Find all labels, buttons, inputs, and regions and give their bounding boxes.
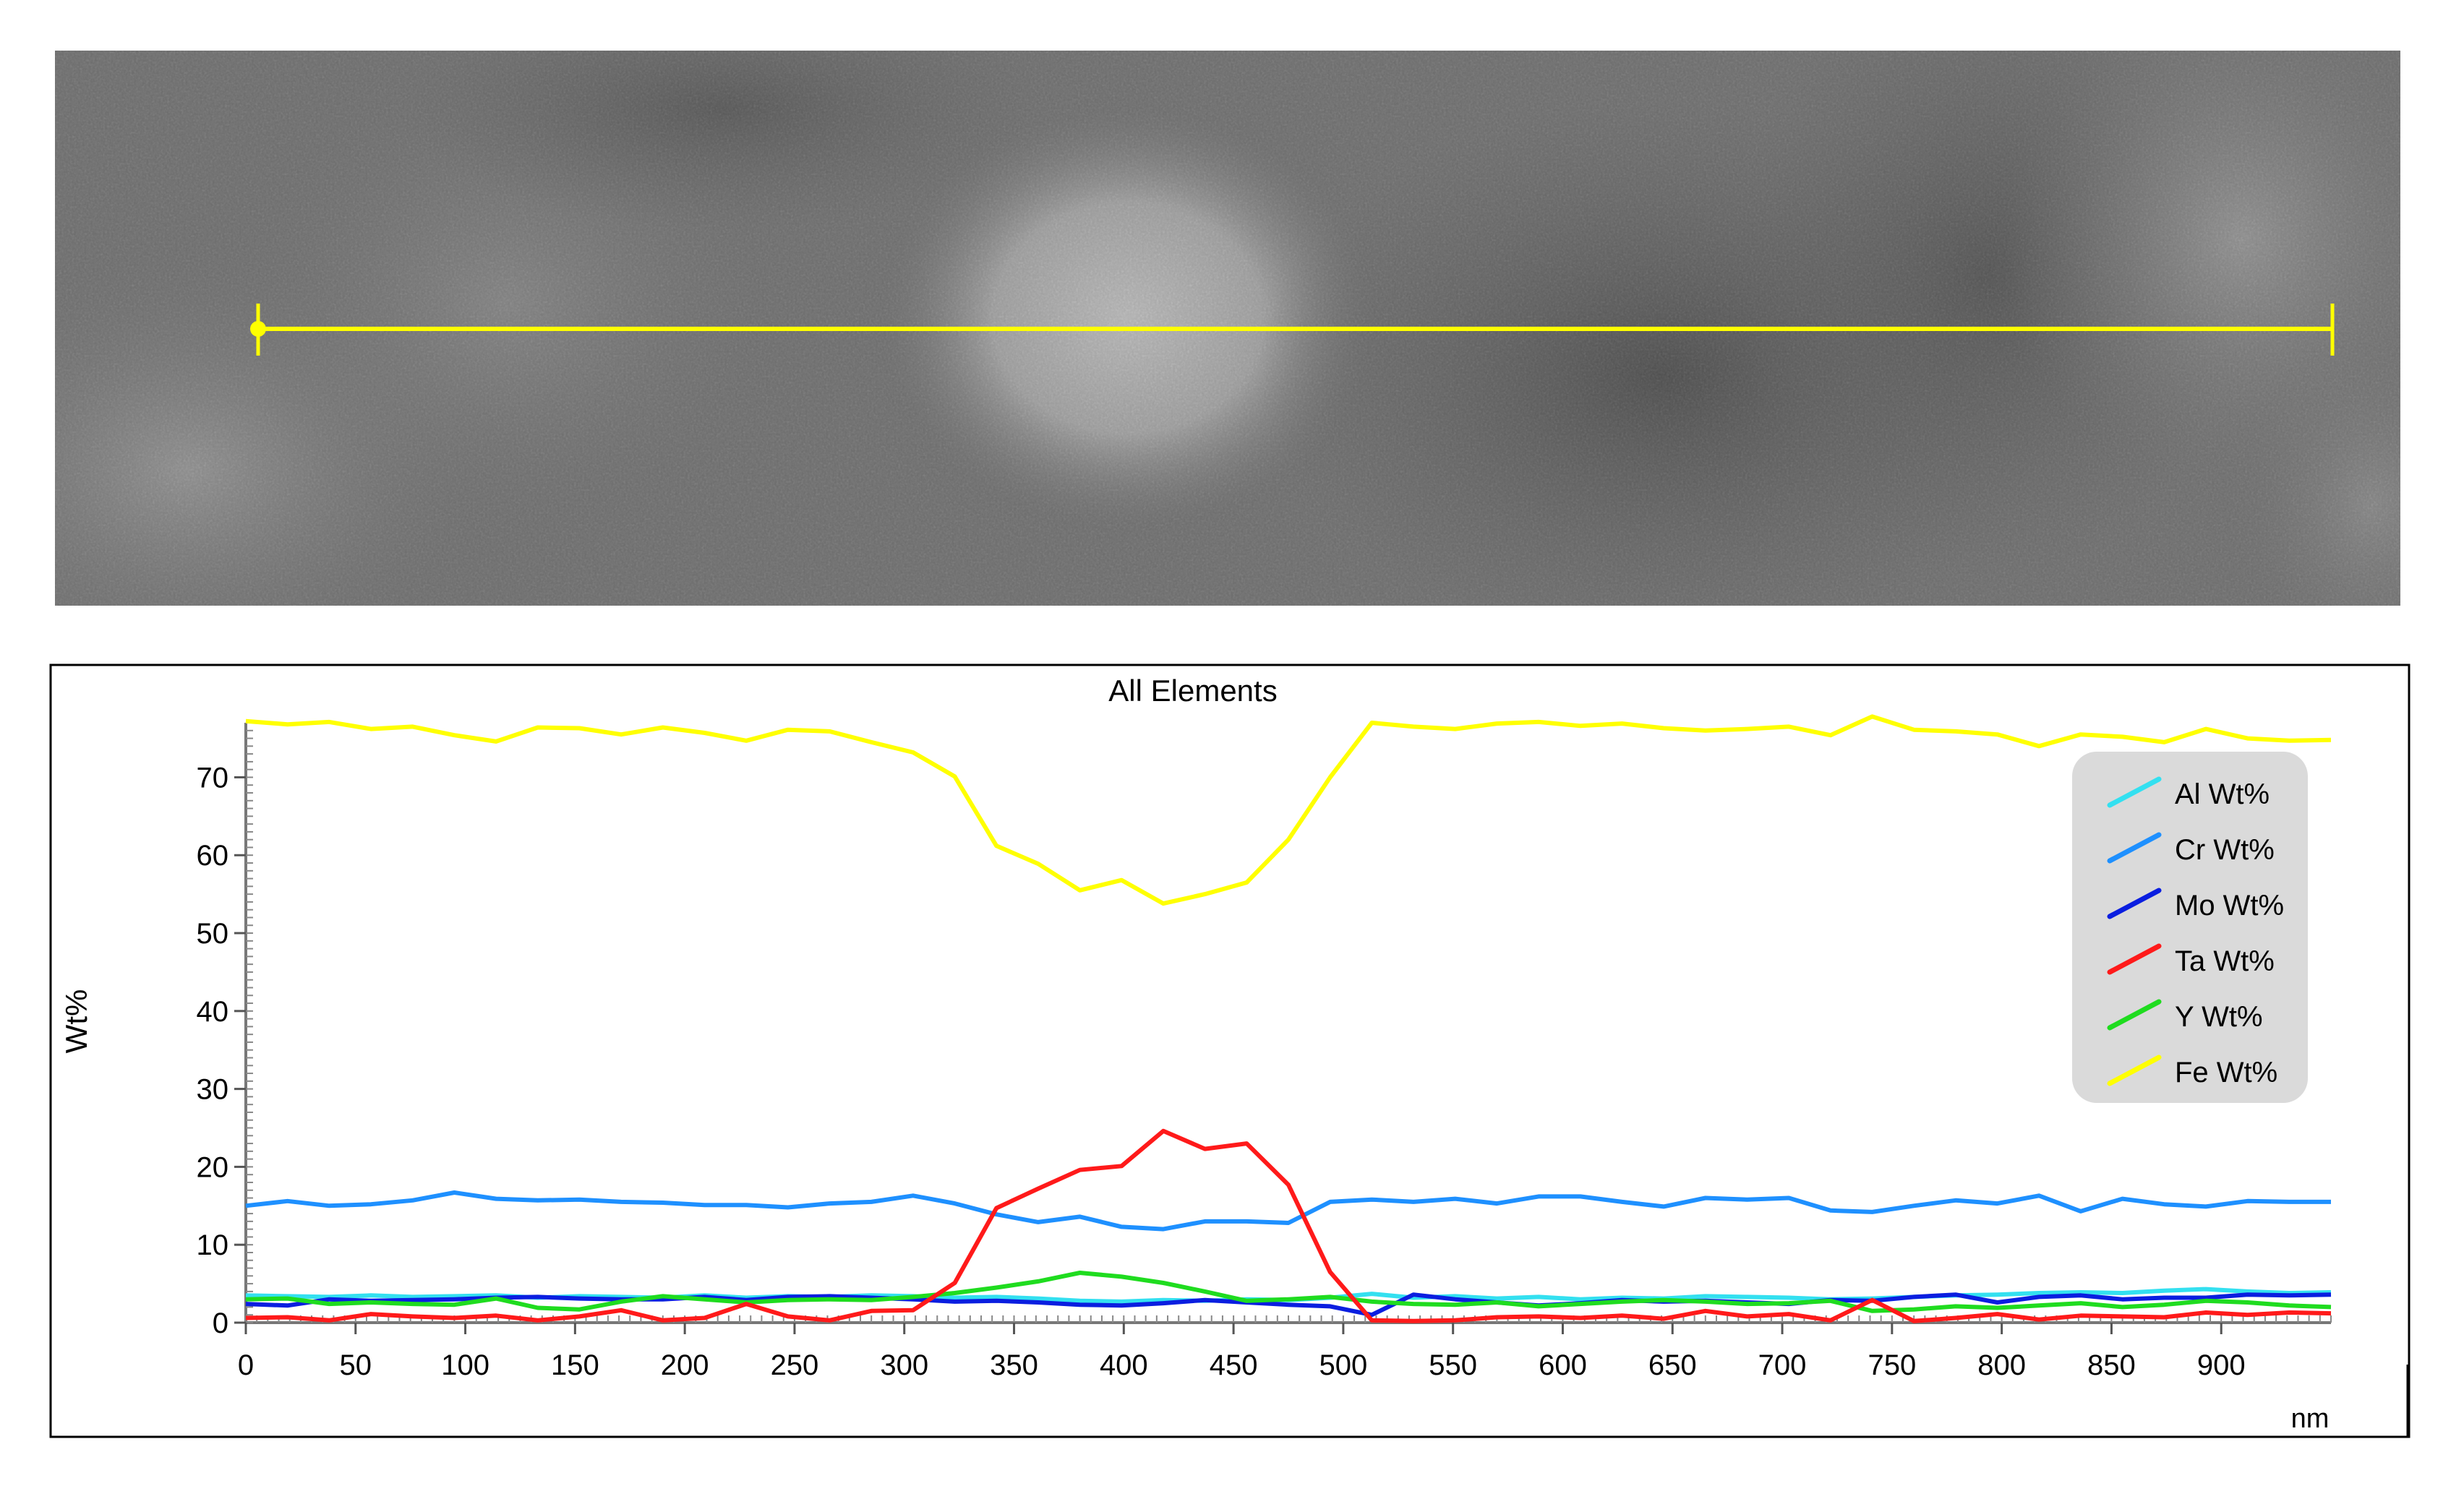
chart-title: All Elements bbox=[1108, 674, 1277, 708]
legend-item-ta: Ta Wt% bbox=[2107, 943, 2275, 977]
y-tick-label: 50 bbox=[197, 918, 229, 950]
legend-label: Fe Wt% bbox=[2175, 1057, 2277, 1088]
legend-item-al: Al Wt% bbox=[2107, 776, 2270, 810]
series-line-cr bbox=[245, 1190, 2331, 1232]
x-tick-label: 800 bbox=[1977, 1349, 2026, 1381]
legend-label: Y Wt% bbox=[2175, 1001, 2263, 1033]
legend-item-y: Y Wt% bbox=[2107, 999, 2263, 1033]
x-tick-label: 150 bbox=[551, 1349, 599, 1381]
legend-swatch bbox=[2107, 943, 2162, 975]
series-line-mo bbox=[245, 1292, 2332, 1318]
legend-swatch bbox=[2107, 888, 2162, 919]
x-tick-label: 500 bbox=[1319, 1349, 1368, 1381]
y-axis-label: Wt% bbox=[59, 989, 93, 1054]
legend-label: Ta Wt% bbox=[2175, 945, 2275, 977]
x-tick-label: 750 bbox=[1868, 1349, 1916, 1381]
series-line-fe bbox=[245, 714, 2332, 906]
line-scan-marker[interactable] bbox=[250, 304, 2335, 356]
series-line-y bbox=[245, 1271, 2332, 1313]
x-tick-label: 0 bbox=[238, 1349, 254, 1381]
x-tick-label: 300 bbox=[880, 1349, 928, 1381]
x-tick-label: 200 bbox=[661, 1349, 709, 1381]
x-tick-label: 350 bbox=[990, 1349, 1038, 1381]
legend-swatch bbox=[2107, 832, 2162, 864]
legend-label: Cr Wt% bbox=[2175, 834, 2275, 866]
y-tick-label: 20 bbox=[197, 1151, 229, 1183]
series-line-ta bbox=[245, 1128, 2332, 1323]
x-tick-label: 550 bbox=[1429, 1349, 1477, 1381]
legend: Al Wt% Cr Wt% Mo Wt% Ta Wt% Y Wt% Fe Wt% bbox=[2072, 752, 2308, 1103]
x-tick-label: 900 bbox=[2197, 1349, 2246, 1381]
x-tick-label: 100 bbox=[441, 1349, 489, 1381]
x-tick-label: 700 bbox=[1758, 1349, 1807, 1381]
legend-item-fe: Fe Wt% bbox=[2107, 1055, 2277, 1088]
legend-swatch bbox=[2107, 999, 2162, 1031]
x-tick-label: 600 bbox=[1539, 1349, 1587, 1381]
legend-label: Mo Wt% bbox=[2175, 890, 2284, 922]
x-tick-label: 850 bbox=[2087, 1349, 2136, 1381]
legend-swatch bbox=[2107, 776, 2162, 808]
series-layer bbox=[245, 714, 2332, 1323]
x-axis-label: nm bbox=[2291, 1404, 2330, 1434]
legend-swatch bbox=[2107, 1055, 2162, 1086]
y-tick-label: 10 bbox=[197, 1229, 229, 1261]
legend-item-mo: Mo Wt% bbox=[2107, 888, 2284, 922]
x-tick-label: 450 bbox=[1210, 1349, 1258, 1381]
scan-start-handle[interactable] bbox=[250, 321, 266, 337]
y-tick-label: 60 bbox=[197, 840, 229, 872]
legend-item-cr: Cr Wt% bbox=[2107, 832, 2275, 866]
y-tick-label: 0 bbox=[213, 1307, 228, 1339]
legend-label: Al Wt% bbox=[2175, 778, 2270, 810]
x-tick-label: 50 bbox=[340, 1349, 372, 1381]
sem-micrograph bbox=[55, 51, 2400, 606]
x-tick-label: 400 bbox=[1100, 1349, 1148, 1381]
chart-frame bbox=[49, 663, 2410, 1438]
y-tick-label: 30 bbox=[197, 1074, 229, 1106]
x-tick-label: 650 bbox=[1648, 1349, 1697, 1381]
y-tick-label: 40 bbox=[197, 996, 229, 1028]
x-tick-label: 250 bbox=[771, 1349, 819, 1381]
y-tick-label: 70 bbox=[197, 762, 229, 794]
